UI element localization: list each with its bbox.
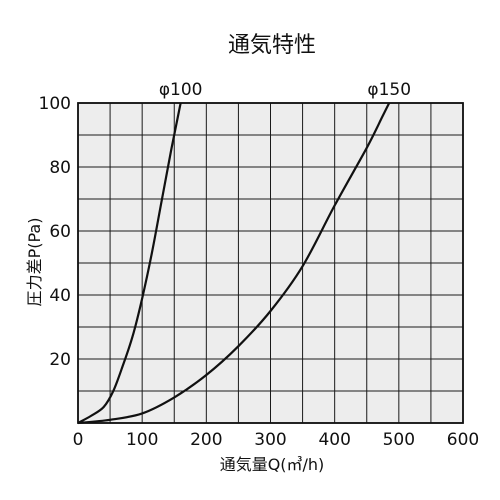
grid <box>78 103 463 423</box>
x-tick-label: 300 <box>254 430 286 450</box>
series-label-1: φ150 <box>367 80 411 100</box>
y-tick-label: 60 <box>49 222 71 242</box>
plot-border <box>77 102 464 424</box>
x-tick-label: 400 <box>318 430 350 450</box>
x-tick-label: 500 <box>383 430 415 450</box>
y-axis-ticks: 20 40 60 80 100 <box>39 94 71 370</box>
series-labels: φ100 φ150 <box>159 80 411 100</box>
curves <box>77 102 391 425</box>
series-line-1 <box>77 102 391 425</box>
series-label-0: φ100 <box>159 80 203 100</box>
y-tick-label: 80 <box>49 158 71 178</box>
x-tick-label: 200 <box>190 430 222 450</box>
x-axis-label: 通気量Q(㎥/h) <box>220 455 325 474</box>
y-tick-label: 40 <box>49 286 71 306</box>
x-tick-label: 0 <box>73 430 84 450</box>
series-line-0 <box>77 102 182 424</box>
x-tick-label: 100 <box>126 430 158 450</box>
y-axis-label: 圧力差P(Pa) <box>25 218 44 307</box>
x-tick-label: 600 <box>447 430 479 450</box>
y-tick-label: 100 <box>39 94 71 114</box>
chart-title: 通気特性 <box>228 33 316 58</box>
x-axis-ticks: 0 100 200 300 400 500 600 <box>73 430 480 450</box>
y-tick-label: 20 <box>49 350 71 370</box>
